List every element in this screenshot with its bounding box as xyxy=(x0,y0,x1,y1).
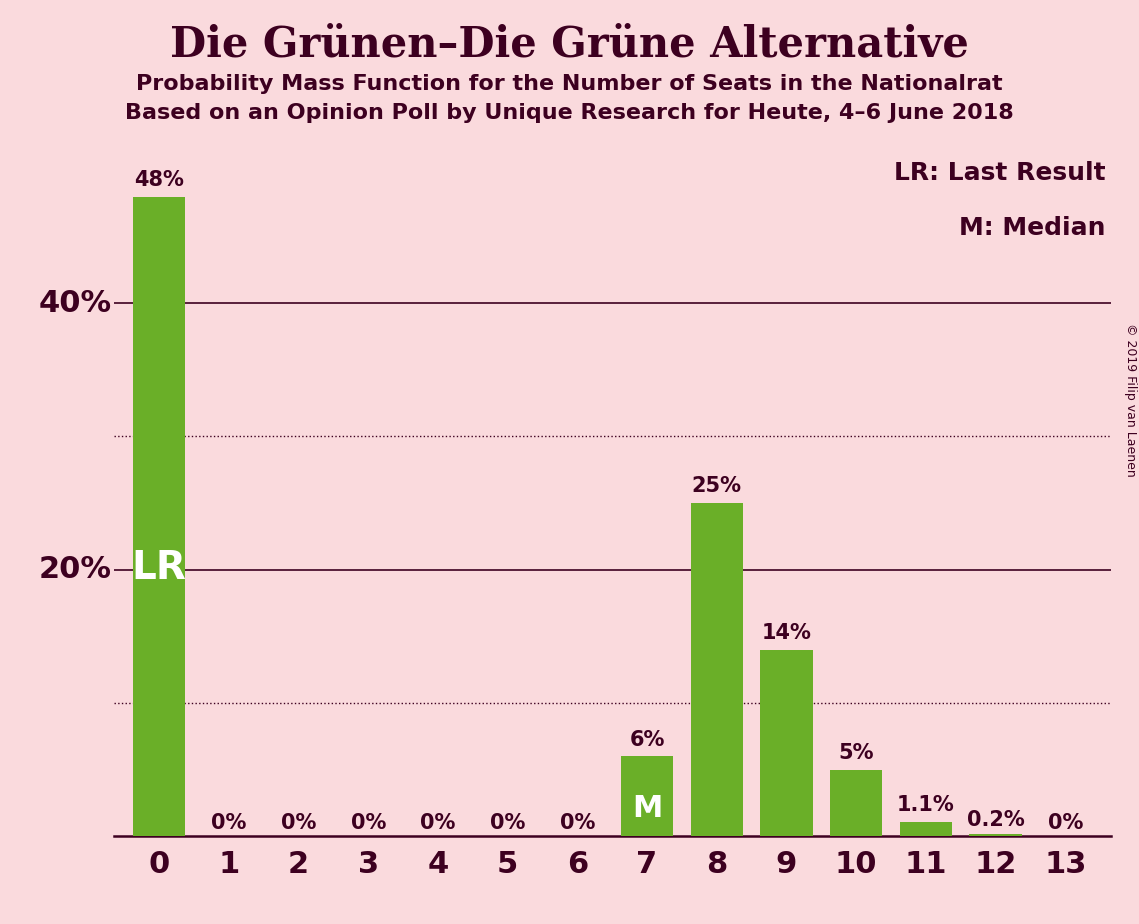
Text: 20%: 20% xyxy=(39,555,112,584)
Text: LR: LR xyxy=(132,549,187,587)
Text: 0.2%: 0.2% xyxy=(967,810,1024,831)
Text: 0%: 0% xyxy=(490,813,525,833)
Text: M: Median: M: Median xyxy=(959,216,1106,240)
Text: Based on an Opinion Poll by Unique Research for Heute, 4–6 June 2018: Based on an Opinion Poll by Unique Resea… xyxy=(125,103,1014,124)
Text: LR: Last Result: LR: Last Result xyxy=(894,161,1106,185)
Text: 0%: 0% xyxy=(351,813,386,833)
Text: M: M xyxy=(632,794,662,822)
Text: 1.1%: 1.1% xyxy=(896,795,954,815)
Text: 14%: 14% xyxy=(762,623,811,643)
Text: 0%: 0% xyxy=(211,813,246,833)
Bar xyxy=(621,756,673,836)
Text: 25%: 25% xyxy=(691,477,741,496)
Text: © 2019 Filip van Laenen: © 2019 Filip van Laenen xyxy=(1124,323,1137,477)
Bar xyxy=(900,821,952,836)
Text: 48%: 48% xyxy=(134,170,185,189)
Text: 40%: 40% xyxy=(39,288,112,318)
Bar xyxy=(761,650,812,836)
Text: 0%: 0% xyxy=(420,813,456,833)
Bar xyxy=(969,833,1022,836)
Text: 0%: 0% xyxy=(281,813,317,833)
Text: 0%: 0% xyxy=(559,813,595,833)
Text: Die Grünen–Die Grüne Alternative: Die Grünen–Die Grüne Alternative xyxy=(170,23,969,65)
Text: 6%: 6% xyxy=(630,730,665,749)
Bar xyxy=(830,770,883,836)
Text: 5%: 5% xyxy=(838,743,874,763)
Bar xyxy=(133,197,186,836)
Text: 0%: 0% xyxy=(1048,813,1083,833)
Text: Probability Mass Function for the Number of Seats in the Nationalrat: Probability Mass Function for the Number… xyxy=(137,74,1002,94)
Bar xyxy=(690,503,743,836)
